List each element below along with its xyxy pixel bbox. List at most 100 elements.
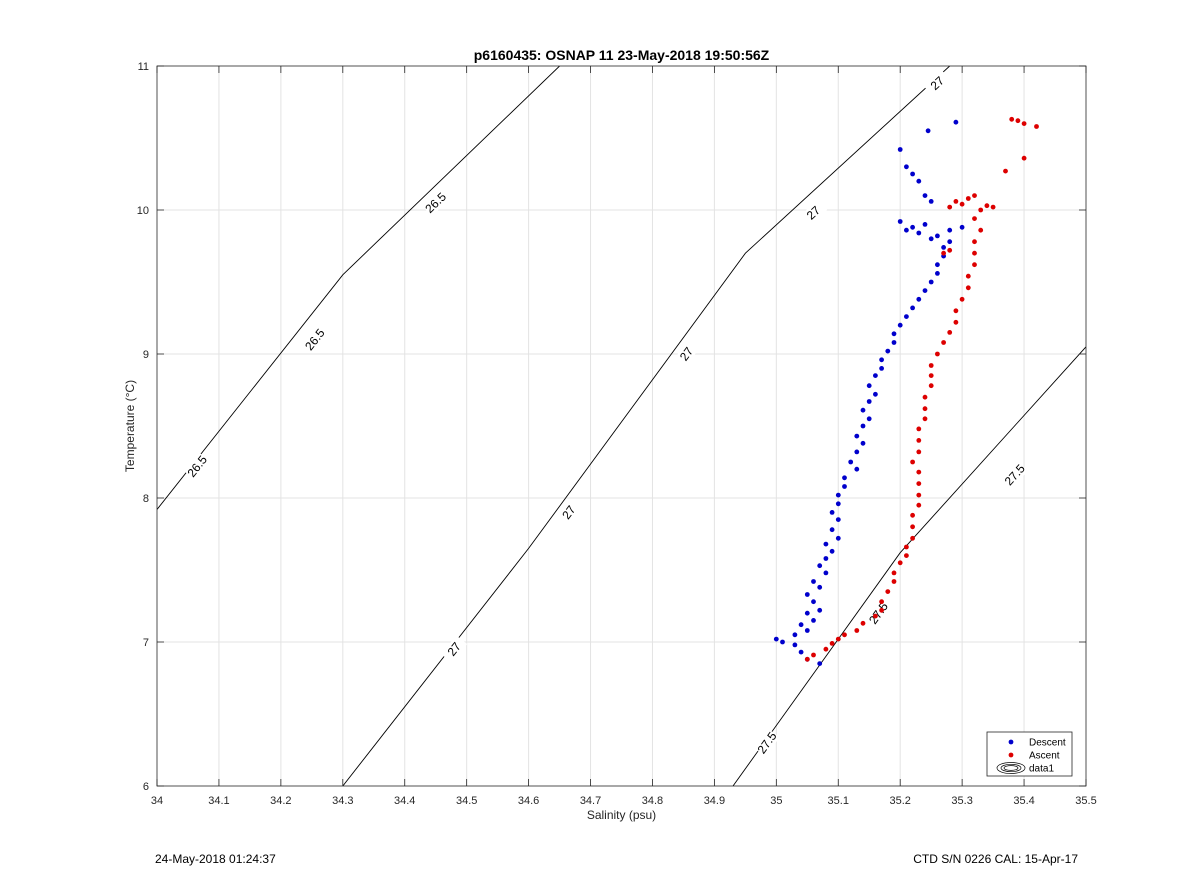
density-contour-27 xyxy=(342,66,951,786)
x-tick-label: 34.6 xyxy=(518,795,539,807)
legend-label-descent: Descent xyxy=(1029,738,1066,749)
ascent-point xyxy=(941,340,946,345)
descent-point xyxy=(935,233,940,239)
ascent-point xyxy=(910,459,915,465)
descent-point xyxy=(835,535,841,541)
descent-point xyxy=(773,636,779,642)
descent-point xyxy=(916,296,922,302)
descent-point xyxy=(885,348,891,354)
descent-point xyxy=(916,178,922,184)
ascent-point xyxy=(891,570,897,576)
descent-point xyxy=(829,527,835,533)
ascent-point xyxy=(953,308,959,314)
x-tick-label: 34.4 xyxy=(394,795,415,807)
descent-point xyxy=(842,484,847,489)
legend-marker-contour xyxy=(1003,765,1019,771)
contour-label-bg xyxy=(754,728,780,757)
descent-point xyxy=(897,219,903,224)
x-tick-label: 34.3 xyxy=(332,795,353,807)
descent-point xyxy=(935,271,940,276)
ascent-point xyxy=(972,262,977,268)
contour-label-bg xyxy=(673,340,700,368)
x-tick-label: 35.3 xyxy=(951,795,972,807)
ascent-point xyxy=(984,203,990,209)
descent-point xyxy=(811,618,816,623)
y-tick-label: 7 xyxy=(143,637,149,649)
descent-point xyxy=(947,227,953,233)
ascent-point xyxy=(916,438,922,443)
ascent-point xyxy=(953,199,959,204)
descent-point xyxy=(904,164,909,170)
axes-box xyxy=(156,65,1087,787)
series-ascent xyxy=(804,116,1039,662)
ascent-point xyxy=(1009,116,1015,122)
x-tick-label: 34.9 xyxy=(704,795,725,807)
x-tick-label: 34.8 xyxy=(642,795,663,807)
legend-marker-ascent xyxy=(1008,752,1014,758)
descent-point xyxy=(947,239,953,245)
ascent-point xyxy=(916,492,922,498)
ascent-point xyxy=(965,285,971,291)
ascent-point xyxy=(916,502,922,508)
descent-point xyxy=(935,262,940,268)
descent-point xyxy=(897,147,903,152)
ascent-point xyxy=(922,394,928,400)
x-tick-label: 35 xyxy=(770,795,782,807)
ascent-point xyxy=(953,319,959,325)
x-tick-label: 34.5 xyxy=(456,795,477,807)
descent-point xyxy=(891,331,897,337)
chart-title: p6160435: OSNAP 11 23-May-2018 19:50:56Z xyxy=(474,47,770,63)
ascent-point xyxy=(990,204,996,210)
ascent-point xyxy=(829,641,835,646)
contour-label-bg xyxy=(422,189,450,217)
ascent-point xyxy=(965,196,971,201)
descent-point xyxy=(953,119,959,125)
descent-point xyxy=(897,322,903,328)
ascent-point xyxy=(928,383,934,389)
ascent-point xyxy=(916,449,922,455)
descent-point xyxy=(941,245,946,250)
descent-point xyxy=(854,466,860,472)
density-contours xyxy=(157,66,1086,786)
contour-label-bg xyxy=(865,599,892,628)
descent-point xyxy=(922,222,928,227)
descent-point xyxy=(928,199,934,204)
descent-point xyxy=(835,492,841,498)
descent-point xyxy=(860,407,866,413)
ascent-point xyxy=(978,207,984,213)
ascent-point xyxy=(873,613,878,619)
ascent-point xyxy=(1034,124,1039,129)
ascent-point xyxy=(910,535,915,541)
legend-marker-contour xyxy=(996,762,1026,774)
x-axis-ticks: 34 34.1 34.2 34.3 34.4 34.5 34.6 34.7 34.8 34.9 35… xyxy=(151,66,1097,807)
descent-point xyxy=(910,171,915,177)
x-tick-label: 34.1 xyxy=(208,795,229,807)
ascent-point xyxy=(928,373,934,378)
ascent-point xyxy=(885,589,891,594)
ascent-point xyxy=(935,351,940,357)
contour-label-bg xyxy=(556,498,582,527)
descent-point xyxy=(904,227,909,233)
ascent-point xyxy=(1021,121,1027,126)
descent-point xyxy=(780,639,785,645)
descent-point xyxy=(829,510,835,515)
descent-point xyxy=(811,579,816,584)
ascent-point xyxy=(1015,118,1021,124)
ascent-point xyxy=(854,628,860,633)
contour-label-bg xyxy=(441,635,468,663)
ascent-point xyxy=(947,330,953,335)
ascent-point xyxy=(978,227,984,233)
x-axis-label: Salinity (psu) xyxy=(587,808,656,822)
ascent-point xyxy=(959,296,965,302)
legend[interactable]: Descent Ascent data1 xyxy=(986,731,1073,777)
legend-label-data1: data1 xyxy=(1029,764,1054,775)
ascent-point xyxy=(928,363,934,368)
ascent-point xyxy=(972,216,977,222)
ascent-point xyxy=(965,273,971,279)
ascent-point xyxy=(947,204,953,210)
descent-point xyxy=(792,632,798,638)
x-tick-label: 35.5 xyxy=(1075,795,1096,807)
ascent-point xyxy=(804,656,810,662)
ascent-point xyxy=(972,193,977,199)
